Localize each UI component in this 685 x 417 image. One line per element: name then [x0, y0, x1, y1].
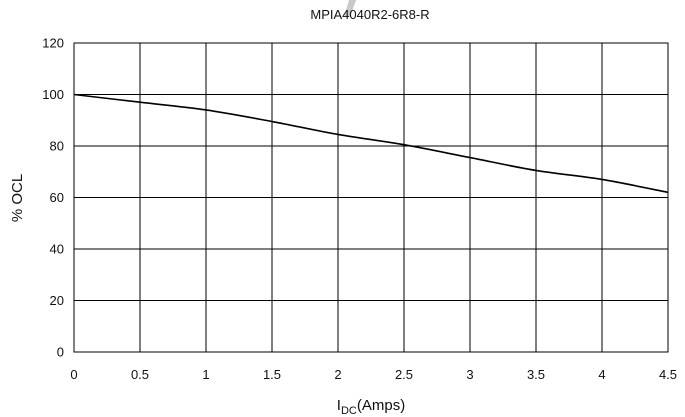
grid-lines — [73, 42, 669, 353]
y-axis-label: % OCL — [9, 174, 26, 222]
x-tick-label: 0.5 — [131, 367, 149, 382]
x-tick-label: 4.5 — [659, 367, 677, 382]
x-tick-label: 3.5 — [527, 367, 545, 382]
y-tick-label: 80 — [50, 139, 64, 154]
x-tick-labels: 0 0.5 1 1.5 2 2.5 3 3.5 4 4.5 — [70, 367, 677, 382]
watermark-mark — [344, 0, 356, 17]
y-tick-label: 40 — [50, 242, 64, 257]
y-tick-label: 20 — [50, 293, 64, 308]
x-tick-label: 0 — [70, 367, 77, 382]
x-tick-label: 3 — [466, 367, 473, 382]
x-tick-label: 4 — [598, 367, 605, 382]
x-tick-label: 2 — [334, 367, 341, 382]
x-axis-label: IDC(Amps) — [337, 397, 405, 417]
ocl-curve — [73, 93, 669, 194]
y-tick-label: 120 — [42, 36, 64, 51]
x-tick-label: 2.5 — [395, 367, 413, 382]
x-axis-label-subscript: DC — [341, 405, 357, 417]
y-tick-label: 0 — [57, 345, 64, 360]
x-tick-label: 1 — [202, 367, 209, 382]
chart-title: MPIA4040R2-6R8-R — [310, 7, 429, 22]
y-tick-label: 100 — [42, 87, 64, 102]
x-axis-label-main: I — [337, 397, 341, 414]
x-tick-label: 1.5 — [263, 367, 281, 382]
y-tick-label: 60 — [50, 190, 64, 205]
y-tick-labels: 0 20 40 60 80 100 120 — [42, 36, 64, 360]
x-axis-label-units: (Amps) — [357, 397, 405, 414]
plot-frame — [73, 42, 669, 353]
